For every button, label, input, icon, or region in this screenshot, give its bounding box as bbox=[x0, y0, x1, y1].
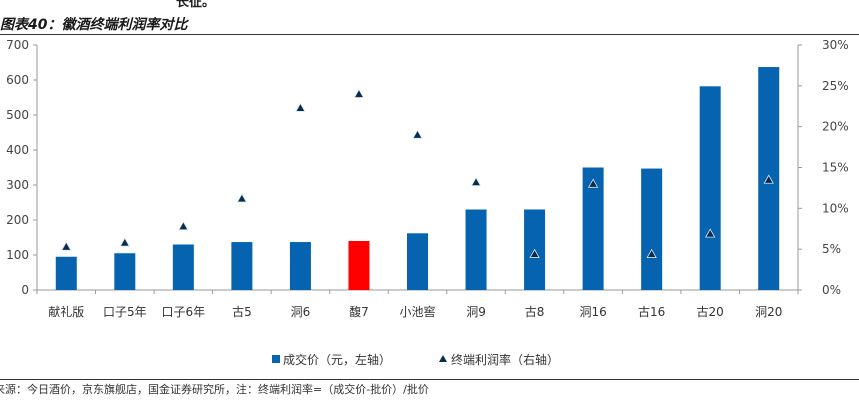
y-left-tick-label: 200 bbox=[6, 213, 29, 227]
profit-marker bbox=[470, 176, 482, 187]
x-tick-label: 洞6 bbox=[291, 305, 311, 319]
bar bbox=[114, 253, 136, 290]
x-tick-label: 洞20 bbox=[755, 305, 782, 319]
x-tick-label: 古20 bbox=[697, 304, 724, 319]
x-tick-label: 古8 bbox=[525, 304, 545, 319]
bar bbox=[582, 167, 604, 290]
x-tick-label: 口子5年 bbox=[103, 305, 147, 319]
x-tick-label: 洞9 bbox=[466, 305, 486, 319]
bar bbox=[407, 233, 428, 290]
x-tick-label: 古5 bbox=[232, 304, 252, 319]
profit-marker bbox=[353, 88, 365, 98]
x-tick-label: 小池窖 bbox=[399, 304, 435, 319]
legend-marker-label: 终端利润率（右轴） bbox=[451, 352, 559, 367]
profit-marker bbox=[61, 241, 72, 251]
profit-marker bbox=[587, 178, 599, 188]
x-tick-label: 献礼版 bbox=[48, 304, 84, 319]
x-tick-label: 洞16 bbox=[579, 305, 606, 319]
y-right-tick-label: 5% bbox=[822, 242, 841, 256]
marker-series bbox=[61, 88, 774, 258]
x-tick-label: 古16 bbox=[638, 304, 665, 319]
y-left-tick-label: 400 bbox=[6, 143, 29, 157]
bar bbox=[172, 244, 194, 290]
profit-marker bbox=[412, 129, 423, 139]
title-rule bbox=[0, 34, 859, 35]
bar bbox=[348, 241, 370, 290]
profit-marker bbox=[178, 220, 189, 231]
profit-marker bbox=[119, 237, 130, 247]
x-tick-label: 馥7 bbox=[349, 305, 369, 319]
y-right-tick-label: 10% bbox=[822, 201, 849, 215]
x-tick-label: 口子6年 bbox=[162, 305, 206, 319]
chart-title: 图表40：徽酒终端利润率对比 bbox=[0, 17, 188, 33]
y-left-tick-label: 300 bbox=[6, 178, 29, 192]
y-left-tick-label: 500 bbox=[6, 108, 29, 122]
profit-marker bbox=[529, 248, 540, 258]
y-right-tick-label: 25% bbox=[822, 79, 849, 93]
bar bbox=[289, 242, 311, 290]
y-left-tick-label: 700 bbox=[6, 38, 29, 52]
profit-marker bbox=[236, 193, 248, 203]
legend-bar-label: 成交价（元，左轴） bbox=[283, 352, 391, 367]
bar bbox=[55, 256, 77, 290]
top-text-fragment: 长征。 bbox=[176, 0, 216, 10]
axis-labels: 0 100 200 300 400 500 600 700 0% 5% 10% 15% 20% 25% 30… bbox=[6, 38, 849, 319]
source-rule bbox=[0, 379, 859, 380]
bar bbox=[465, 209, 487, 290]
profit-marker bbox=[763, 174, 774, 184]
y-right-tick-label: 20% bbox=[822, 120, 849, 134]
y-left-tick-label: 0 bbox=[21, 283, 29, 297]
profit-marker bbox=[646, 248, 657, 258]
legend-bar-swatch bbox=[272, 355, 280, 363]
y-right-tick-label: 0% bbox=[822, 283, 841, 297]
y-right-tick-label: 30% bbox=[822, 38, 849, 52]
bar-series bbox=[55, 67, 780, 290]
bar bbox=[231, 242, 253, 290]
y-left-tick-label: 100 bbox=[6, 248, 29, 262]
profit-marker bbox=[295, 102, 306, 112]
legend-marker-swatch bbox=[439, 355, 447, 362]
bar bbox=[699, 86, 721, 290]
source-note: 来源：今日酒价，京东旗舰店，国金证券研究所，注：终端利润率=（成交价-批价）/批… bbox=[0, 383, 429, 396]
chart-legend: 成交价（元，左轴） 终端利润率（右轴） bbox=[272, 352, 559, 367]
y-left-tick-label: 600 bbox=[6, 73, 29, 87]
profit-marker bbox=[705, 228, 716, 238]
y-right-tick-label: 15% bbox=[822, 161, 849, 175]
bar bbox=[641, 168, 663, 290]
